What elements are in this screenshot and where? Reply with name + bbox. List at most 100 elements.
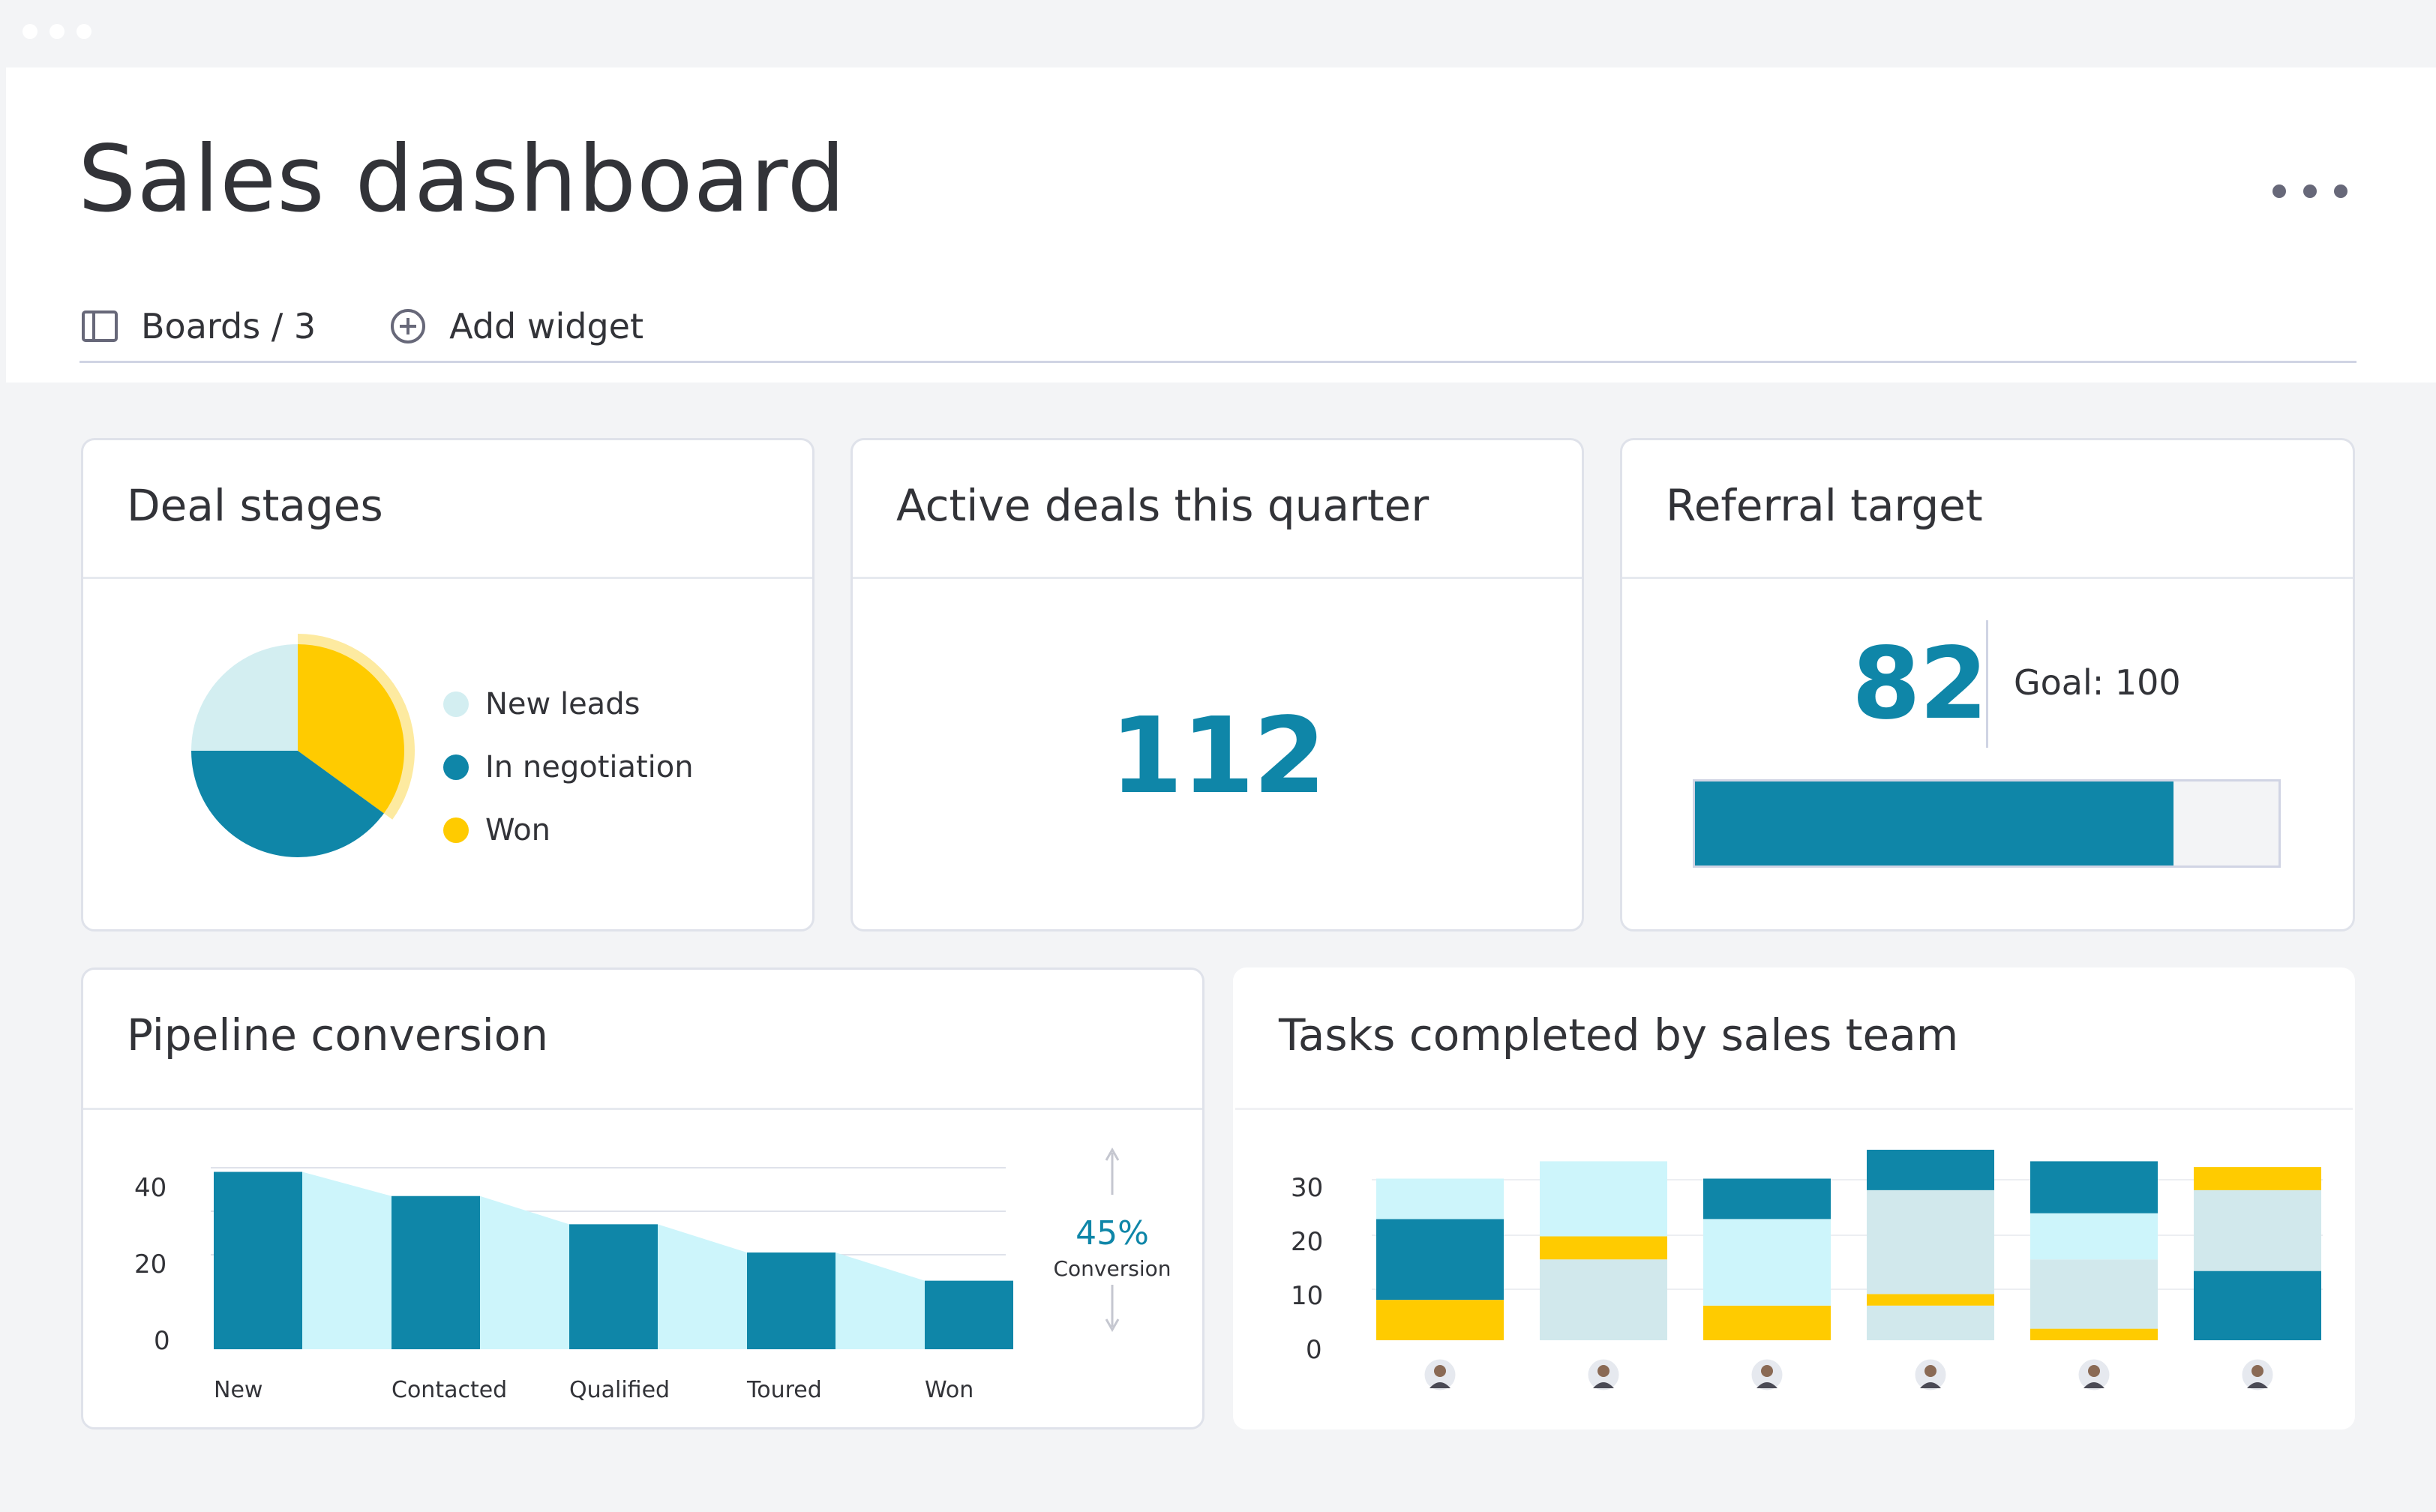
widget-title: Deal stages: [127, 480, 383, 531]
widget-title: Tasks completed by sales team: [1279, 1010, 1959, 1060]
y-tick-label: 0: [154, 1326, 170, 1356]
more-horizontal-icon: [2272, 184, 2286, 198]
pipeline-conversion-widget[interactable]: Pipeline conversion New Contacted Qualifie…: [81, 968, 1204, 1430]
conversion-value: 45%: [1076, 1214, 1149, 1252]
x-tick-label: Contacted: [392, 1377, 507, 1403]
y-tick-label: 40: [134, 1173, 166, 1203]
pipeline-bar: [747, 1252, 836, 1349]
plus-circle-icon: [391, 309, 426, 344]
add-widget-label: Add widget: [449, 306, 644, 346]
x-tick-label: New: [214, 1377, 262, 1403]
avatar-head-icon: [2252, 1365, 2264, 1377]
deal-stages-pie-chart: [191, 634, 415, 857]
conversion-label: Conversion: [1054, 1256, 1172, 1281]
legend-label: In negotiation: [485, 750, 694, 784]
avatar-body-icon: [1593, 1382, 1614, 1388]
y-tick-label: 0: [1306, 1335, 1322, 1365]
legend-label: Won: [485, 813, 551, 848]
stacked-bar-segment: [1867, 1294, 1994, 1306]
stacked-bar-segment: [1867, 1190, 1994, 1294]
pipeline-bar: [925, 1280, 1013, 1349]
active-deals-value: 112: [1109, 695, 1326, 818]
deal-stages-widget[interactable]: Deal stages New leads In negotiation Won: [81, 438, 814, 932]
legend-item: New leads: [443, 673, 694, 736]
widget-divider: [83, 1108, 1202, 1110]
widget-divider: [1235, 1108, 2353, 1110]
y-tick-label: 30: [1291, 1173, 1323, 1203]
window-dot-icon: [22, 24, 38, 39]
stacked-bar-segment: [1376, 1219, 1504, 1300]
avatar-body-icon: [1430, 1382, 1450, 1388]
arrow-up-icon: [1105, 1147, 1120, 1161]
more-horizontal-icon: [2334, 184, 2348, 198]
y-tick-label: 20: [134, 1250, 166, 1280]
window-dot-icon: [50, 24, 64, 39]
avatar-head-icon: [1598, 1365, 1610, 1377]
sidebar-panel-icon: [82, 310, 118, 342]
avatar-body-icon: [2084, 1382, 2104, 1388]
widget-divider: [853, 577, 1582, 579]
stacked-bar-segment: [1703, 1219, 1831, 1306]
widget-divider: [1622, 577, 2353, 579]
active-deals-widget[interactable]: Active deals this quarter 112: [850, 438, 1584, 932]
x-tick-label: Toured: [746, 1377, 822, 1403]
arrow-down-icon: [1105, 1318, 1120, 1333]
referral-goal: Goal: 100: [2014, 662, 2181, 703]
stacked-bar-segment: [2194, 1270, 2321, 1340]
widget-title: Referral target: [1666, 480, 1983, 531]
more-horizontal-icon: [2303, 184, 2317, 198]
avatar-head-icon: [2088, 1365, 2100, 1377]
avatar-body-icon: [1920, 1382, 1941, 1388]
pipeline-bar: [392, 1196, 480, 1349]
stacked-bar-segment: [2030, 1161, 2158, 1214]
stacked-bar-segment: [2194, 1190, 2321, 1271]
pipeline-bar: [214, 1172, 302, 1349]
add-widget-button[interactable]: Add widget: [389, 306, 644, 346]
legend-dot-icon: [443, 818, 469, 843]
stacked-bar-segment: [1703, 1305, 1831, 1340]
stacked-bar-segment: [1867, 1150, 1994, 1190]
stacked-bar-segment: [1703, 1178, 1831, 1220]
referral-progress-bar: [1693, 779, 2281, 868]
stacked-bar-segment: [1376, 1178, 1504, 1220]
tasks-stacked-bar-chart: 0 10 20 30: [1291, 1150, 2323, 1393]
legend-item: In negotiation: [443, 736, 694, 799]
tasks-completed-widget[interactable]: Tasks completed by sales team 0 10 20 30: [1233, 968, 2355, 1430]
stacked-bar-segment: [1540, 1259, 1667, 1340]
legend-item: Won: [443, 799, 694, 862]
widget-divider: [83, 577, 812, 579]
referral-value: 82: [1852, 626, 1988, 742]
window-controls: [22, 24, 104, 42]
legend-label: New leads: [485, 687, 640, 722]
pie-slice: [191, 751, 384, 857]
avatar-head-icon: [1924, 1365, 1936, 1377]
more-options-button[interactable]: [2272, 172, 2348, 210]
stacked-bar-segment: [1540, 1161, 1667, 1237]
pie-slice: [191, 644, 298, 751]
y-tick-label: 10: [1291, 1281, 1323, 1311]
avatar-head-icon: [1761, 1365, 1773, 1377]
avatar-body-icon: [1756, 1382, 1778, 1388]
stacked-bar-segment: [2030, 1259, 2158, 1329]
widget-title: Active deals this quarter: [896, 480, 1430, 531]
stacked-bar-segment: [1540, 1236, 1667, 1260]
avatar-head-icon: [1434, 1365, 1446, 1377]
stacked-bar-segment: [2030, 1213, 2158, 1260]
toolbar-divider: [80, 361, 2356, 363]
legend-dot-icon: [443, 692, 469, 717]
widget-title: Pipeline conversion: [127, 1010, 548, 1060]
y-tick-label: 20: [1291, 1227, 1323, 1257]
stacked-bar-segment: [1376, 1300, 1504, 1340]
boards-button[interactable]: Boards / 3: [81, 306, 316, 346]
legend-dot-icon: [443, 754, 469, 780]
pipeline-bar-chart: New Contacted Qualified Toured Won 0 20 40 45% Co…: [134, 1147, 1172, 1403]
stacked-bar-segment: [2030, 1328, 2158, 1340]
value-separator: [1986, 620, 1988, 748]
referral-target-widget[interactable]: Referral target 82 Goal: 100: [1620, 438, 2355, 932]
dashboard-header: [6, 68, 2436, 382]
avatar-body-icon: [2247, 1382, 2268, 1388]
window-dot-icon: [76, 24, 92, 39]
stacked-bar-segment: [2194, 1167, 2321, 1190]
x-tick-label: Qualified: [569, 1377, 670, 1403]
pie-slice: [298, 644, 404, 814]
